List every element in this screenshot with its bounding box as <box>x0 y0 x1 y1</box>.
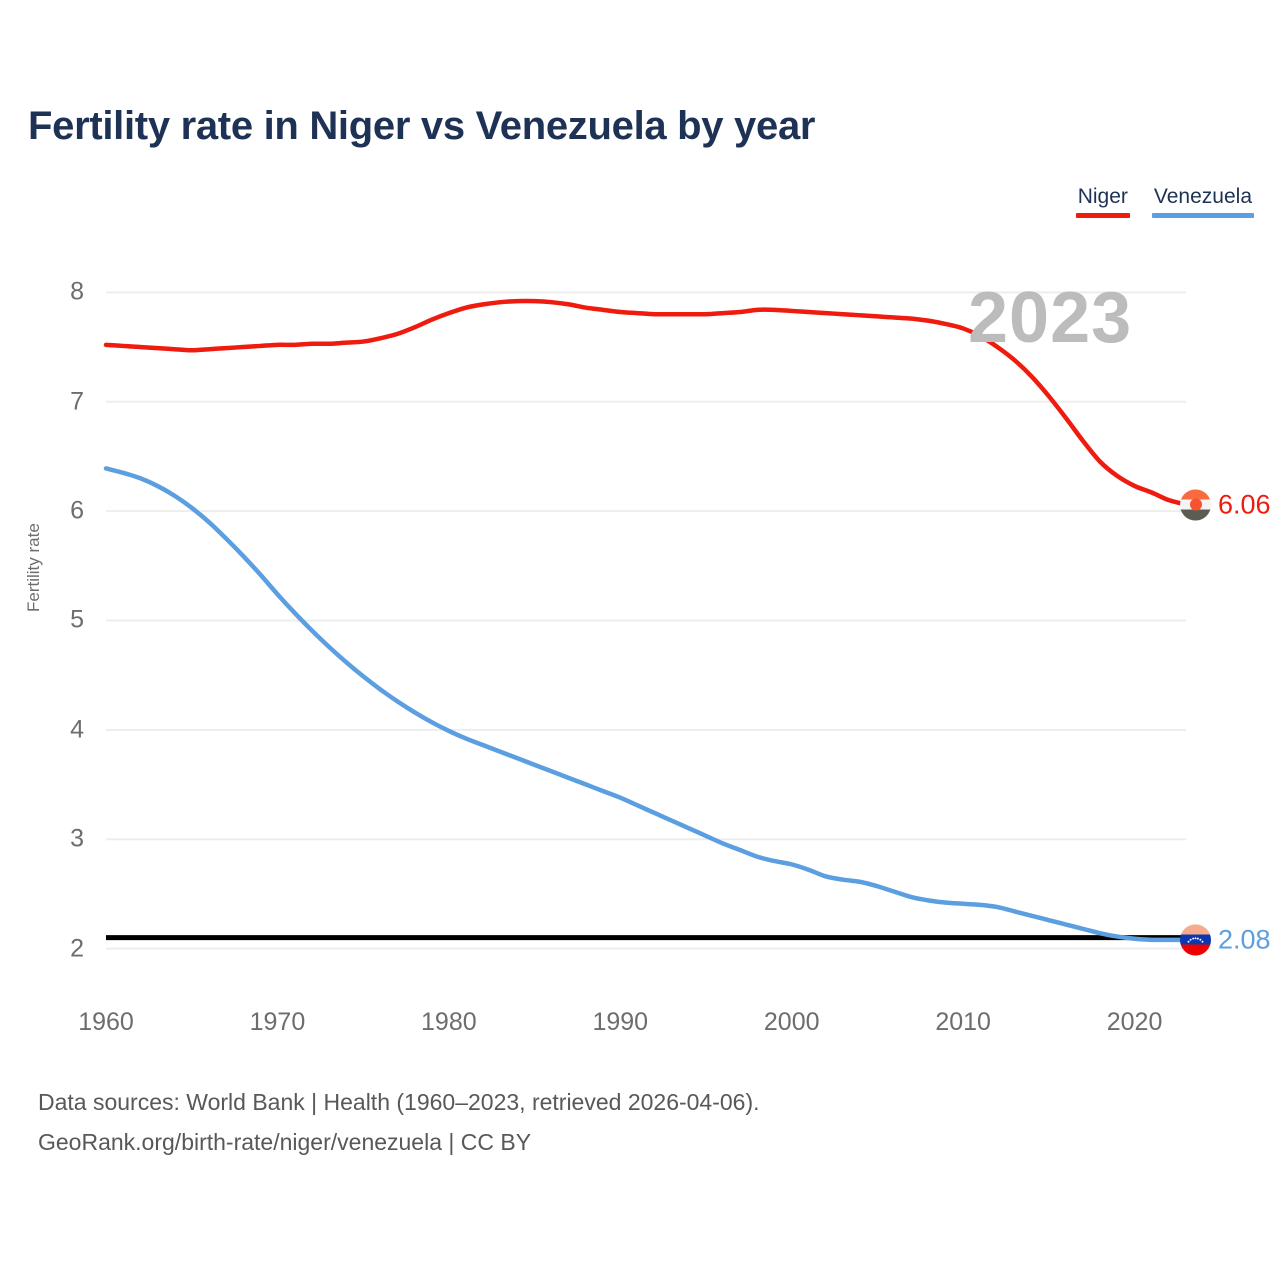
end-value-niger: 6.06 <box>1218 489 1271 520</box>
legend-item-venezuela[interactable]: Venezuela <box>1151 184 1254 218</box>
end-marker-niger[interactable]: 6.06 <box>1180 489 1271 521</box>
line-series-niger <box>103 298 1189 507</box>
x-tick-2000: 2000 <box>763 1008 820 1036</box>
plot-svg <box>103 291 1189 950</box>
x-tick-1960: 1960 <box>78 1008 134 1036</box>
footer: Data sources: World Bank | Health (1960–… <box>38 1082 760 1162</box>
y-tick-6: 6 <box>70 496 84 525</box>
y-tick-2: 2 <box>70 934 84 963</box>
legend-rule-venezuela <box>1151 213 1254 218</box>
y-tick-7: 7 <box>70 387 84 416</box>
legend-item-niger[interactable]: Niger <box>1075 184 1130 218</box>
venezuela-stars-icon <box>1187 937 1204 943</box>
gridlines <box>106 291 1186 950</box>
plot-area <box>103 265 1189 965</box>
page-title: Fertility rate in Niger vs Venezuela by … <box>28 104 816 148</box>
y-tick-3: 3 <box>70 824 84 853</box>
legend-label-niger: Niger <box>1077 185 1128 208</box>
x-tick-1980: 1980 <box>421 1008 477 1036</box>
y-tick-8: 8 <box>70 277 84 306</box>
footer-attribution: GeoRank.org/birth-rate/niger/venezuela |… <box>38 1129 532 1155</box>
end-marker-venezuela[interactable]: 2.08 <box>1180 924 1271 956</box>
y-tick-5: 5 <box>70 605 84 634</box>
venezuela-flag-icon <box>1180 924 1211 956</box>
legend-label-venezuela: Venezuela <box>1153 185 1252 208</box>
y-axis-title: Fertility rate <box>24 523 43 612</box>
x-tick-1990: 1990 <box>592 1008 649 1036</box>
x-tick-1970: 1970 <box>249 1008 306 1036</box>
line-series-venezuela <box>103 466 1189 943</box>
footer-data-sources: Data sources: World Bank | Health (1960–… <box>38 1089 760 1115</box>
niger-flag-icon <box>1180 489 1211 521</box>
x-tick-2020: 2020 <box>1106 1008 1163 1036</box>
year-watermark: 2023 <box>968 278 1133 358</box>
y-tick-4: 4 <box>70 715 84 744</box>
chart-legend: Niger Venezuela <box>1075 184 1254 218</box>
x-tick-2010: 2010 <box>935 1008 991 1036</box>
end-value-venezuela: 2.08 <box>1218 924 1271 955</box>
legend-rule-niger <box>1075 213 1130 218</box>
